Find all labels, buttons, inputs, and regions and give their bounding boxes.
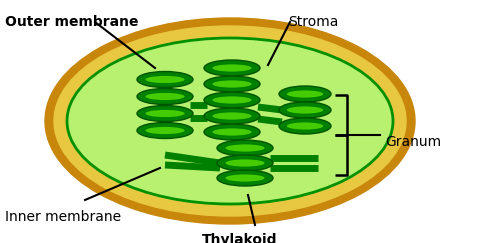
Text: Granum: Granum <box>385 135 441 149</box>
Ellipse shape <box>137 88 193 104</box>
Ellipse shape <box>279 86 331 102</box>
Ellipse shape <box>287 122 323 130</box>
Ellipse shape <box>137 105 193 122</box>
Ellipse shape <box>217 155 273 171</box>
Ellipse shape <box>204 108 260 124</box>
Ellipse shape <box>279 102 331 118</box>
Text: Thylakoid: Thylakoid <box>202 233 278 243</box>
Ellipse shape <box>145 110 185 117</box>
Ellipse shape <box>67 38 393 204</box>
Ellipse shape <box>204 76 260 92</box>
Ellipse shape <box>287 106 323 113</box>
Text: Outer membrane: Outer membrane <box>5 15 139 29</box>
Ellipse shape <box>213 80 252 87</box>
Ellipse shape <box>54 26 406 216</box>
Ellipse shape <box>204 92 260 108</box>
Ellipse shape <box>213 113 252 120</box>
Ellipse shape <box>217 140 273 156</box>
Ellipse shape <box>226 144 265 152</box>
Ellipse shape <box>213 128 252 136</box>
Ellipse shape <box>137 122 193 139</box>
Ellipse shape <box>137 71 193 87</box>
Ellipse shape <box>145 93 185 100</box>
Ellipse shape <box>226 174 265 182</box>
Ellipse shape <box>204 124 260 140</box>
Text: Stroma: Stroma <box>288 15 339 29</box>
Ellipse shape <box>145 76 185 83</box>
Ellipse shape <box>204 60 260 76</box>
Ellipse shape <box>287 90 323 98</box>
Ellipse shape <box>145 127 185 134</box>
Ellipse shape <box>279 118 331 134</box>
Text: Inner membrane: Inner membrane <box>5 210 121 224</box>
Ellipse shape <box>45 18 415 224</box>
Ellipse shape <box>217 170 273 186</box>
Ellipse shape <box>226 159 265 167</box>
Ellipse shape <box>213 96 252 104</box>
Ellipse shape <box>213 64 252 72</box>
